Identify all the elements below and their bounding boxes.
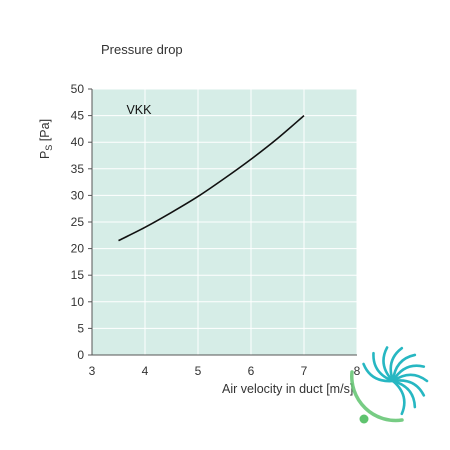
logo-blade [391,379,406,416]
logo-blade [391,379,417,409]
x-tick-label: 7 [301,364,308,378]
y-tick-label: 35 [71,162,85,176]
chart-title: Pressure drop [101,42,183,57]
y-tick-label: 40 [71,135,85,149]
x-tick-label: 8 [354,364,361,378]
logo-dot [359,414,369,424]
grid-lines [92,88,358,355]
y-tick-label: 5 [77,321,84,335]
logo-blade [372,351,395,383]
logo-blade [362,362,395,383]
x-axis-label: Air velocity in duct [m/s] [222,382,353,396]
y-tick-label: 0 [77,348,84,362]
y-tick-label: 30 [71,188,85,202]
y-tick-label: 50 [71,82,85,96]
y-axis-label-subscript: S [44,145,54,151]
y-axis-label-unit: [Pa] [38,119,52,145]
logo-blade [389,346,404,383]
y-tick-label: 45 [71,109,85,123]
y-axis-label-main: P [38,151,52,159]
y-tick-label: 15 [71,268,85,282]
x-tick-label: 5 [195,364,202,378]
y-axis-label: PS [Pa] [38,119,54,159]
logo-blade [391,373,429,383]
logo-arc [350,370,404,423]
series-layer: VKK [118,103,305,242]
logo-blade [382,346,395,383]
y-tick-label: 10 [71,295,85,309]
x-tick-label: 4 [142,364,149,378]
fan-blade-logo [350,346,429,424]
y-tick-label: 20 [71,242,85,256]
series-line [118,114,305,242]
logo-blade [391,364,426,383]
y-tick-label: 25 [71,215,85,229]
logo-blade [391,379,426,397]
x-tick-label: 6 [248,364,255,378]
logo-blade [391,353,417,383]
series-label: VKK [126,103,152,117]
x-tick-label: 3 [89,364,96,378]
